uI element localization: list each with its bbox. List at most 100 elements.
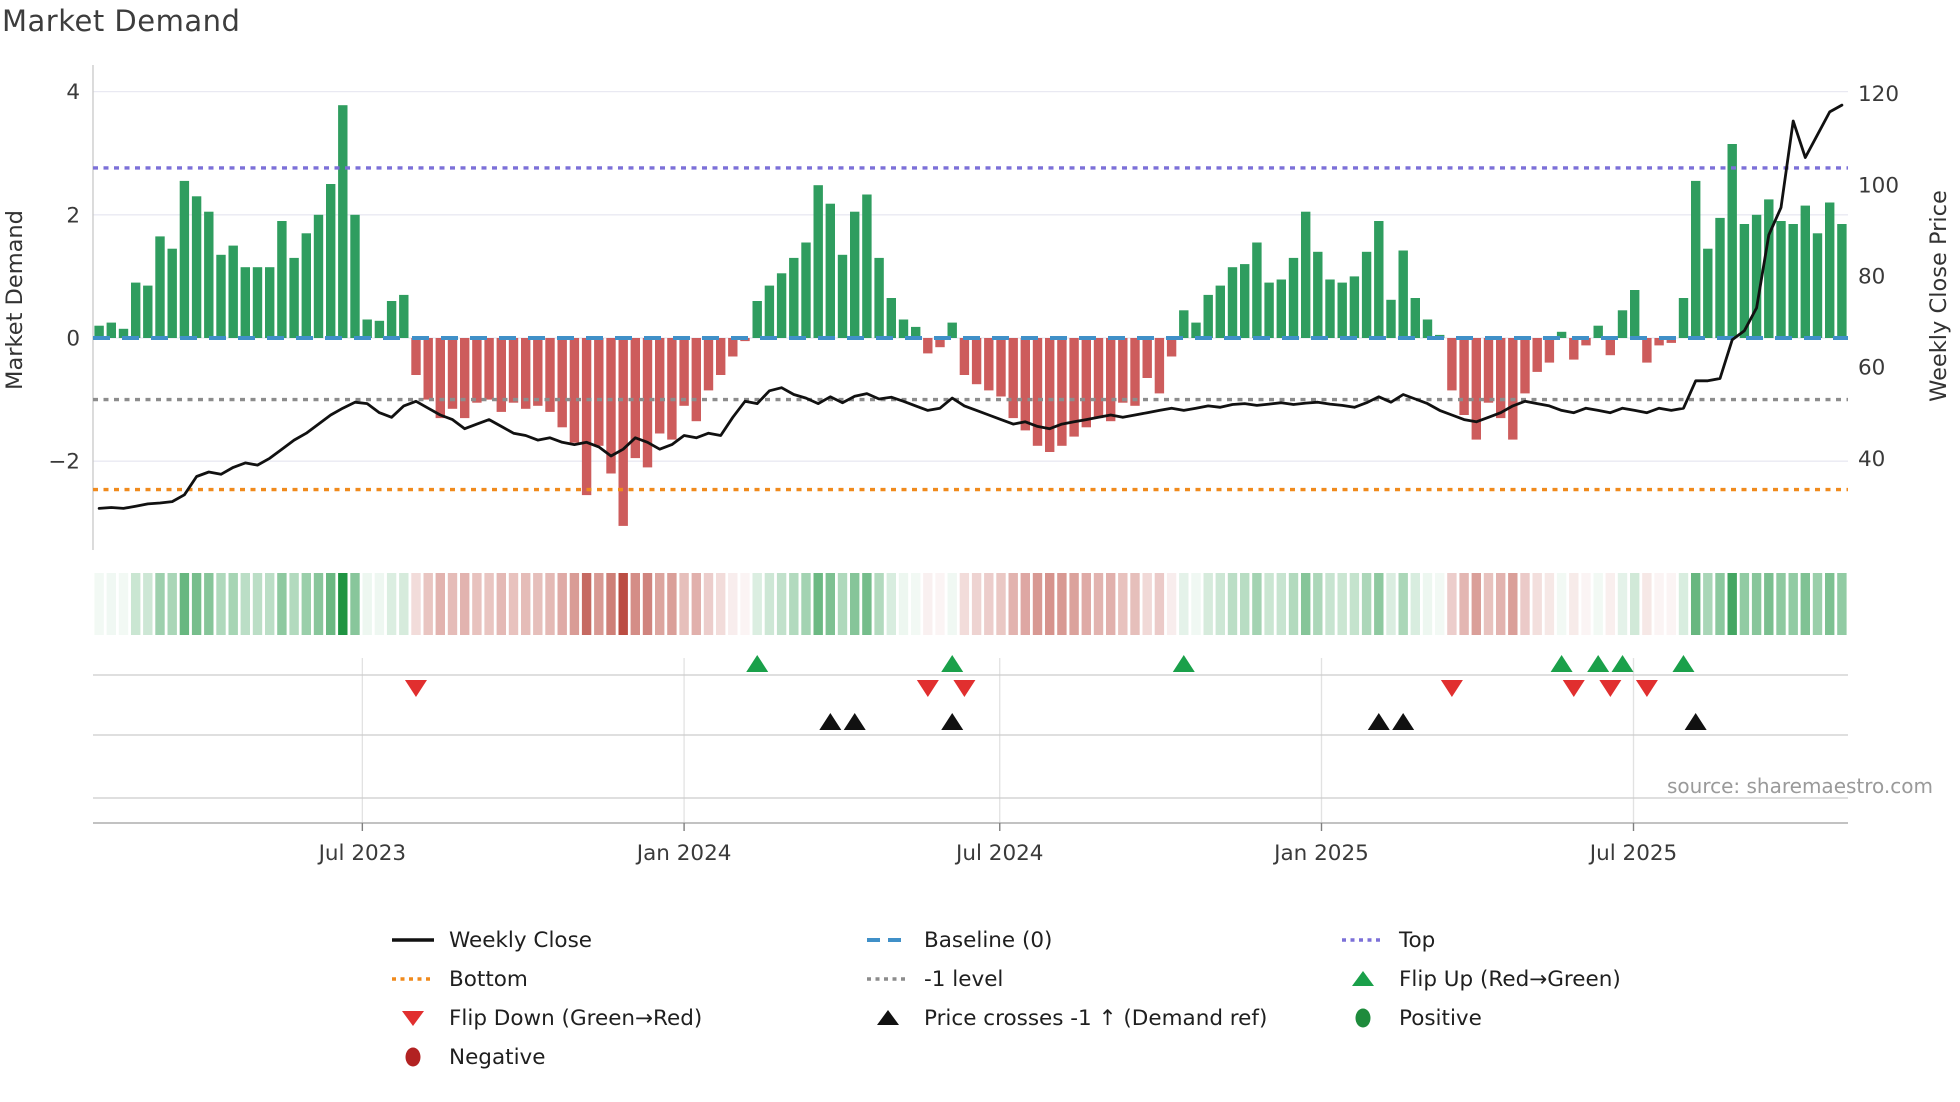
heat-cell (313, 573, 324, 635)
demand-bar-negative (1166, 338, 1177, 357)
heat-cell (874, 573, 884, 635)
demand-bar-positive (1800, 205, 1810, 338)
flip-up-marker (746, 655, 769, 672)
heat-cell (362, 573, 372, 635)
heat-cell (179, 573, 190, 635)
heat-cell (1240, 573, 1250, 635)
flip-down-marker (1599, 680, 1622, 697)
demand-bar-positive (301, 233, 311, 338)
demand-bar-negative (557, 338, 567, 428)
heat-cell (1020, 573, 1030, 635)
demand-bar-positive (1422, 319, 1433, 338)
heat-cell (679, 573, 689, 635)
heat-cell (1751, 573, 1762, 635)
heat-cell (996, 573, 1006, 635)
heat-cell (862, 573, 872, 635)
demand-bar-positive (1727, 144, 1737, 338)
flip-up-marker (1587, 655, 1610, 672)
demand-bar-positive (1764, 199, 1774, 338)
heat-cell (1276, 573, 1286, 635)
y-tick-label-left: −2 (48, 450, 80, 475)
demand-bar-positive (825, 203, 835, 338)
demand-bar-negative (1605, 338, 1615, 356)
heat-cell (1605, 573, 1615, 635)
demand-bar-positive (386, 301, 397, 338)
demand-bar-negative (1581, 338, 1591, 346)
demand-bar-negative (1532, 338, 1542, 372)
y-tick-label-left: 0 (66, 327, 80, 352)
heat-cell (1361, 573, 1372, 635)
demand-bar-positive (94, 325, 104, 338)
demand-bar-positive (1837, 224, 1847, 338)
heat-cell (1715, 573, 1725, 635)
heat-cell (191, 573, 202, 635)
demand-bar-positive (886, 298, 896, 338)
heat-cell (1325, 573, 1335, 635)
heat-cell (338, 573, 348, 635)
heat-cell (1459, 573, 1469, 635)
demand-bar-positive (1788, 224, 1798, 338)
heat-cell (1179, 573, 1189, 635)
heat-cell (94, 573, 104, 635)
demand-bar-negative (728, 338, 738, 357)
heat-cell (1349, 573, 1360, 635)
demand-bar-positive (350, 214, 360, 338)
demand-bar-negative (1508, 338, 1518, 440)
demand-bar-positive (374, 320, 385, 338)
heat-cell (411, 573, 421, 635)
demand-bar-positive (1386, 299, 1396, 338)
heat-cell (1520, 573, 1530, 635)
y-tick-label-right: 60 (1858, 356, 1885, 381)
demand-bar-positive (131, 282, 141, 338)
heat-cell (691, 573, 701, 635)
heat-cell (728, 573, 738, 635)
heat-cell (667, 573, 677, 635)
demand-bar-negative (1142, 338, 1152, 378)
heat-cell (350, 573, 360, 635)
heat-cell (1544, 573, 1555, 635)
demand-bar-negative (1093, 338, 1104, 419)
demand-bar-positive (252, 267, 263, 338)
demand-bar-positive (764, 285, 775, 338)
demand-bar-positive (862, 194, 872, 338)
demand-bar-positive (1301, 211, 1311, 338)
demand-bar-positive (1703, 248, 1713, 338)
flip-down-marker (1635, 680, 1658, 697)
heat-cell (1313, 573, 1323, 635)
y-tick-label-left: 2 (66, 203, 80, 228)
heat-cell (898, 573, 909, 635)
demand-bar-negative (581, 338, 592, 496)
demand-bar-positive (1179, 310, 1189, 338)
heat-cell (825, 573, 835, 635)
heat-cell (740, 573, 750, 635)
demand-bar-positive (1630, 290, 1640, 338)
heat-cell (1337, 573, 1347, 635)
demand-bar-negative (1471, 338, 1481, 440)
heat-cell (1788, 573, 1798, 635)
page-title: Market Demand (2, 4, 241, 38)
heat-cell (947, 573, 957, 635)
demand-bar-positive (1556, 331, 1567, 338)
demand-bar-negative (1654, 338, 1664, 346)
demand-bar-positive (277, 221, 287, 338)
demand-bar-positive (313, 214, 324, 338)
heat-cell (1130, 573, 1140, 635)
heat-cell (642, 573, 653, 635)
flip-down-marker (1440, 680, 1463, 697)
heat-cell (1081, 573, 1091, 635)
demand-bar-positive (1203, 294, 1213, 338)
demand-bar-negative (691, 338, 701, 422)
demand-bar-positive (1288, 257, 1299, 338)
demand-bar-negative (1069, 338, 1079, 437)
heat-cell (1593, 573, 1603, 635)
heat-cell (1471, 573, 1481, 635)
flip-up-marker (1672, 655, 1695, 672)
demand-bar-positive (118, 328, 129, 338)
heat-cell (1374, 573, 1384, 635)
heat-cell (399, 573, 409, 635)
y-tick-label-left: 4 (66, 80, 80, 105)
demand-bar-positive (362, 319, 372, 338)
price-line (97, 103, 1844, 510)
demand-bar-positive (1398, 250, 1408, 338)
heat-cell (143, 573, 153, 635)
